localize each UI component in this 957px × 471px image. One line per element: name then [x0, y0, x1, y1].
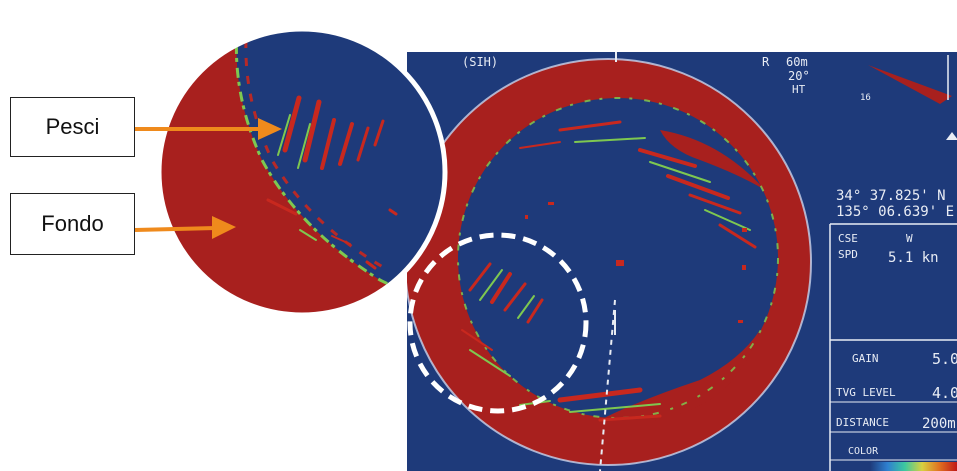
- highlight-circle: [407, 232, 589, 414]
- magnifier-rim: [156, 26, 448, 318]
- bottom-arrow-line: [134, 226, 217, 232]
- sonar-screen: (SIH) R 60m 20° HT 16 34° 37.825' N 135°…: [407, 52, 957, 471]
- bottom-callout-label: Fondo: [10, 193, 135, 255]
- speed-label: SPD: [838, 248, 858, 261]
- color-scale-bar: [870, 462, 957, 471]
- tvg-value: 4.0: [932, 384, 957, 402]
- info-panel: (SIH) R 60m 20° HT 16 34° 37.825' N 135°…: [462, 55, 957, 471]
- compass-wedge: [868, 65, 952, 104]
- heading-line: [599, 299, 616, 471]
- scattered-echoes: [525, 202, 747, 323]
- gain-label: GAIN: [852, 352, 879, 365]
- magnified-bottom: [159, 29, 445, 315]
- magnified-bottom-edge: [234, 29, 445, 312]
- fish-echoes-lower-left: [461, 262, 544, 377]
- scan-boundary: [407, 58, 812, 466]
- magnified-fish: [266, 95, 398, 270]
- speed-value: 5.1 kn: [888, 250, 939, 266]
- tilt-value: 20°: [788, 69, 810, 83]
- bottom-arrow-head: [212, 216, 236, 239]
- compass-mark: 16: [860, 93, 871, 103]
- rim-echo-edge: [457, 97, 779, 419]
- course-value: W: [906, 232, 913, 245]
- mode-indicator: (SIH): [462, 55, 498, 69]
- longitude: 135° 06.639' E: [836, 204, 954, 220]
- latitude: 34° 37.825' N: [836, 188, 946, 204]
- magnified-view: [156, 26, 448, 318]
- bottom-patch-upper: [660, 130, 765, 190]
- tilt-suffix: HT: [792, 83, 806, 96]
- fish-arrow-head: [258, 118, 282, 140]
- fish-callout-label: Pesci: [10, 97, 135, 157]
- tvg-label: TVG LEVEL: [836, 386, 896, 399]
- distance-value: 200m: [922, 416, 956, 432]
- color-label: COLOR: [848, 446, 879, 457]
- range-value: 60m: [786, 55, 808, 69]
- arrow-up-icon: [946, 132, 957, 140]
- callout-arrows: [134, 118, 282, 239]
- gain-value: 5.0: [932, 350, 957, 368]
- fish-echoes-upper: [519, 120, 757, 249]
- range-prefix: R: [762, 55, 770, 69]
- course-label: CSE: [838, 232, 858, 245]
- distance-label: DISTANCE: [836, 416, 889, 429]
- bottom-patch-lower: [600, 330, 760, 424]
